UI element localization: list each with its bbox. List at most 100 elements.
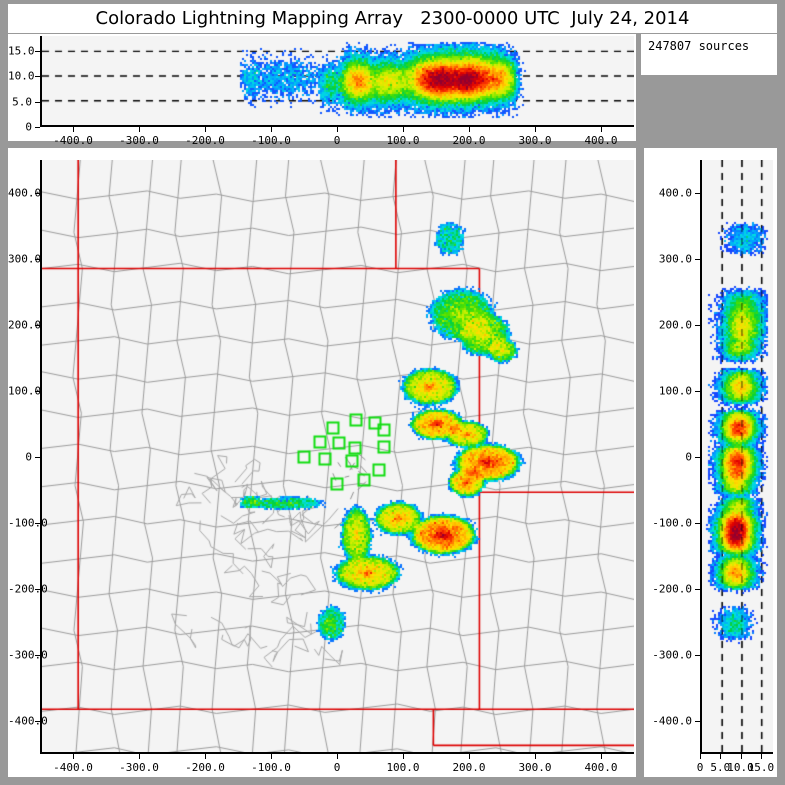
axis-tick [535, 754, 536, 759]
x-tick-label: 10.0 [727, 761, 754, 774]
top-plot-area [40, 36, 634, 127]
y-tick-label: -400.0 [652, 714, 692, 728]
source-count-box: 247807 sources [641, 34, 777, 75]
x-tick-label: -400.0 [53, 134, 93, 147]
title-bar: Colorado Lightning Mapping Array 2300-00… [8, 4, 777, 33]
y-tick-label: -300.0 [8, 648, 48, 662]
x-tick-label: 300.0 [518, 761, 552, 774]
axis-tick [35, 127, 40, 128]
y-tick-label: 300.0 [658, 252, 692, 266]
axis-tick [35, 259, 40, 260]
y-tick-label: 0 [25, 120, 32, 134]
axis-tick [601, 127, 602, 132]
axis-tick [271, 127, 272, 132]
right-source-density-canvas [702, 160, 773, 752]
y-tick-label: 300.0 [8, 252, 42, 266]
axis-tick [695, 325, 700, 326]
axis-tick [35, 76, 40, 78]
axis-tick [760, 754, 762, 759]
top-source-density-canvas [42, 36, 634, 125]
y-tick-label: -400.0 [8, 714, 48, 728]
y-tick-label: 200.0 [8, 318, 42, 332]
axis-tick [700, 754, 701, 759]
axis-tick [720, 754, 722, 759]
axis-tick [740, 754, 742, 759]
axis-tick [73, 127, 74, 132]
source-count-label: 247807 sources [648, 39, 750, 53]
x-tick-label: -100.0 [251, 134, 291, 147]
panel-north-south-vs-altitude: 0 5.0 10.0 15.0 -400.0 -300.0 -200.0 -100.0 0 100… [644, 148, 777, 777]
panel-plan-view-map: -400.0 -300.0 -200.0 -100.0 0 100.0 200.0 300.0… [8, 148, 636, 777]
x-tick-label: 0 [333, 134, 341, 147]
x-tick-label: 200.0 [452, 761, 486, 774]
x-tick-label: -200.0 [185, 761, 225, 774]
x-tick-label: 0 [333, 761, 341, 774]
x-tick-label: 400.0 [584, 761, 618, 774]
axis-tick [337, 754, 338, 759]
main-plot-area [40, 160, 634, 754]
axis-tick [35, 589, 40, 590]
axis-tick [695, 259, 700, 260]
axis-tick [337, 127, 338, 132]
axis-tick [73, 754, 74, 759]
x-tick-label: -100.0 [251, 761, 291, 774]
axis-tick [469, 754, 470, 759]
y-tick-label: 0 [685, 450, 692, 464]
axis-tick [35, 457, 40, 458]
y-tick-label: 400.0 [8, 186, 42, 200]
axis-tick [35, 193, 40, 194]
axis-tick [35, 325, 40, 326]
axis-tick [535, 127, 536, 132]
axis-tick [35, 391, 40, 392]
y-tick-label: 100.0 [8, 384, 42, 398]
station-markers-canvas [42, 160, 634, 752]
x-tick-label: -300.0 [119, 134, 159, 147]
y-tick-label: 5.0 [12, 95, 32, 109]
axis-tick [695, 655, 700, 656]
axis-tick [695, 721, 700, 722]
axis-tick [35, 523, 40, 524]
x-tick-label: -400.0 [53, 761, 93, 774]
axis-tick [35, 721, 40, 722]
axis-tick [205, 754, 206, 759]
x-tick-label: 300.0 [518, 134, 552, 147]
axis-tick [139, 127, 140, 132]
x-tick-label: 100.0 [386, 134, 420, 147]
y-tick-label: -200.0 [652, 582, 692, 596]
axis-tick [139, 754, 140, 759]
x-tick-label: 200.0 [452, 134, 486, 147]
axis-tick [35, 51, 40, 53]
axis-tick [403, 127, 404, 132]
x-tick-label: -300.0 [119, 761, 159, 774]
axis-tick [695, 457, 700, 458]
axis-tick [35, 655, 40, 656]
panel-altitude-vs-east-west: -400.0 -300.0 -200.0 -100.0 0 100.0 200.0 300.0… [8, 34, 636, 147]
x-tick-label: 400.0 [584, 134, 618, 147]
axis-tick [35, 101, 40, 103]
axis-tick [601, 754, 602, 759]
axis-tick [695, 391, 700, 392]
axis-tick [205, 127, 206, 132]
y-tick-label: -300.0 [652, 648, 692, 662]
y-tick-label: -100.0 [652, 516, 692, 530]
x-tick-label: 15.0 [747, 761, 775, 774]
axis-tick [469, 127, 470, 132]
x-tick-label: -200.0 [185, 134, 225, 147]
right-plot-area [700, 160, 773, 754]
y-tick-label: 100.0 [658, 384, 692, 398]
axis-tick [695, 589, 700, 590]
y-tick-label: -200.0 [8, 582, 48, 596]
y-tick-label: 0 [25, 450, 32, 464]
x-tick-label: 5.0 [710, 761, 731, 774]
x-tick-label: 100.0 [386, 761, 420, 774]
axis-tick [403, 754, 404, 759]
y-tick-label: 400.0 [658, 186, 692, 200]
y-tick-label: 200.0 [658, 318, 692, 332]
axis-tick [695, 193, 700, 194]
y-tick-label: 10.0 [8, 69, 35, 83]
axis-tick [271, 754, 272, 759]
axis-tick [695, 523, 700, 524]
y-tick-label: -100.0 [8, 516, 48, 530]
x-tick-label: 0 [696, 761, 704, 774]
